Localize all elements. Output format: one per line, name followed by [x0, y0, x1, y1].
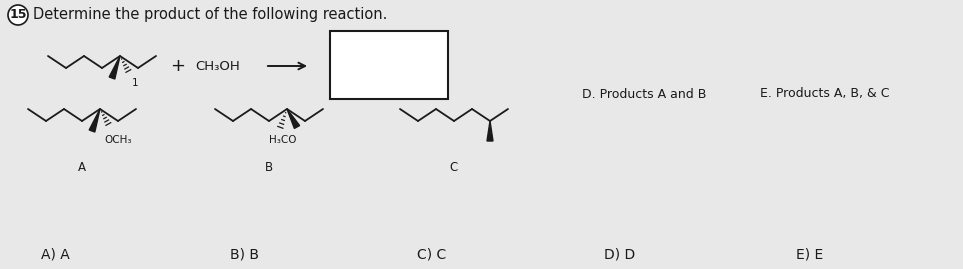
Text: 15: 15	[10, 9, 27, 22]
Text: A) A: A) A	[40, 247, 69, 261]
Text: 1: 1	[132, 78, 139, 88]
Text: B) B: B) B	[230, 247, 259, 261]
Text: CH₃OH: CH₃OH	[195, 59, 240, 73]
Text: A: A	[78, 161, 86, 174]
Text: E. Products A, B, & C: E. Products A, B, & C	[760, 87, 890, 101]
Circle shape	[8, 5, 28, 25]
Text: H₃CO: H₃CO	[269, 135, 297, 145]
Polygon shape	[487, 121, 493, 141]
Text: D. Products A and B: D. Products A and B	[582, 87, 707, 101]
Text: C: C	[450, 161, 458, 174]
Text: +: +	[170, 57, 186, 75]
Text: B: B	[265, 161, 273, 174]
Text: OCH₃: OCH₃	[104, 135, 132, 145]
Polygon shape	[109, 56, 120, 79]
Text: E) E: E) E	[796, 247, 823, 261]
Polygon shape	[287, 109, 299, 129]
Text: Determine the product of the following reaction.: Determine the product of the following r…	[33, 8, 387, 23]
Bar	[330, 31, 448, 99]
Polygon shape	[90, 109, 100, 132]
Text: D) D: D) D	[605, 247, 636, 261]
Text: C) C: C) C	[417, 247, 447, 261]
